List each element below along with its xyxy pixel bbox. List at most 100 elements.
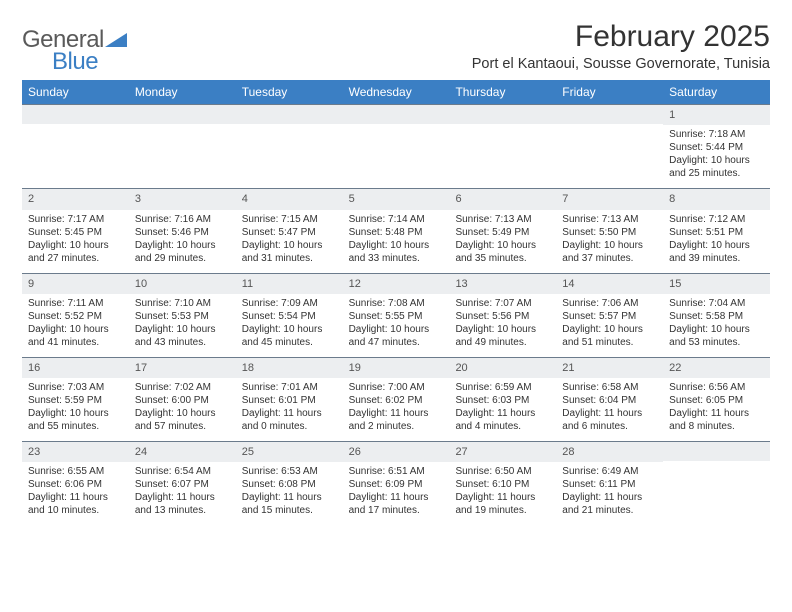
sunset-text: Sunset: 6:10 PM — [455, 478, 550, 491]
day-cell: 16Sunrise: 7:03 AMSunset: 5:59 PMDayligh… — [22, 358, 129, 441]
daylight-text: Daylight: 11 hours and 19 minutes. — [455, 491, 550, 517]
day-number: 13 — [449, 274, 556, 294]
day-cell: 25Sunrise: 6:53 AMSunset: 6:08 PMDayligh… — [236, 442, 343, 525]
day-details: Sunrise: 7:16 AMSunset: 5:46 PMDaylight:… — [129, 210, 236, 273]
sunset-text: Sunset: 5:56 PM — [455, 310, 550, 323]
sunset-text: Sunset: 5:51 PM — [669, 226, 764, 239]
week-row: 9Sunrise: 7:11 AMSunset: 5:52 PMDaylight… — [22, 273, 770, 357]
week-row: 23Sunrise: 6:55 AMSunset: 6:06 PMDayligh… — [22, 441, 770, 525]
day-cell: 15Sunrise: 7:04 AMSunset: 5:58 PMDayligh… — [663, 274, 770, 357]
day-cell: 7Sunrise: 7:13 AMSunset: 5:50 PMDaylight… — [556, 189, 663, 272]
sunrise-text: Sunrise: 7:18 AM — [669, 128, 764, 141]
location-subtitle: Port el Kantaoui, Sousse Governorate, Tu… — [472, 56, 770, 72]
empty-day-cell — [236, 105, 343, 188]
month-title: February 2025 — [472, 20, 770, 54]
sunset-text: Sunset: 5:49 PM — [455, 226, 550, 239]
week-row: 16Sunrise: 7:03 AMSunset: 5:59 PMDayligh… — [22, 357, 770, 441]
day-number: 18 — [236, 358, 343, 378]
sunrise-text: Sunrise: 7:11 AM — [28, 297, 123, 310]
day-details: Sunrise: 7:13 AMSunset: 5:50 PMDaylight:… — [556, 210, 663, 273]
day-cell: 23Sunrise: 6:55 AMSunset: 6:06 PMDayligh… — [22, 442, 129, 525]
day-cell: 27Sunrise: 6:50 AMSunset: 6:10 PMDayligh… — [449, 442, 556, 525]
sunrise-text: Sunrise: 6:56 AM — [669, 381, 764, 394]
title-block: February 2025 Port el Kantaoui, Sousse G… — [472, 20, 770, 78]
day-details: Sunrise: 7:01 AMSunset: 6:01 PMDaylight:… — [236, 378, 343, 441]
sunrise-text: Sunrise: 7:13 AM — [562, 213, 657, 226]
sunrise-text: Sunrise: 7:06 AM — [562, 297, 657, 310]
day-number-empty — [22, 105, 129, 124]
day-number-empty — [556, 105, 663, 124]
day-cell: 13 Sunrise: 7:07 AMSunset: 5:56 PMDayligh… — [449, 274, 556, 357]
day-details: Sunrise: 6:54 AMSunset: 6:07 PMDaylight:… — [129, 462, 236, 525]
day-cell: 4Sunrise: 7:15 AMSunset: 5:47 PMDaylight… — [236, 189, 343, 272]
daylight-text: Daylight: 11 hours and 10 minutes. — [28, 491, 123, 517]
weeks-container: 1Sunrise: 7:18 AMSunset: 5:44 PMDaylight… — [22, 104, 770, 525]
header: General Blue February 2025 Port el Kanta… — [22, 20, 770, 78]
weekday-header: Saturday — [663, 80, 770, 104]
sunrise-text: Sunrise: 6:49 AM — [562, 465, 657, 478]
day-number: 5 — [343, 189, 450, 209]
sunrise-text: Sunrise: 7:00 AM — [349, 381, 444, 394]
sunrise-text: Sunrise: 7:10 AM — [135, 297, 230, 310]
day-number: 25 — [236, 442, 343, 462]
day-number: 2 — [22, 189, 129, 209]
weekday-header: Friday — [556, 80, 663, 104]
daylight-text: Daylight: 10 hours and 25 minutes. — [669, 154, 764, 180]
day-details: Sunrise: 6:56 AMSunset: 6:05 PMDaylight:… — [663, 378, 770, 441]
daylight-text: Daylight: 10 hours and 49 minutes. — [455, 323, 550, 349]
sunrise-text: Sunrise: 7:17 AM — [28, 213, 123, 226]
day-number: 8 — [663, 189, 770, 209]
day-cell: 17Sunrise: 7:02 AMSunset: 6:00 PMDayligh… — [129, 358, 236, 441]
day-number: 23 — [22, 442, 129, 462]
weekday-header: Tuesday — [236, 80, 343, 104]
day-number: 10 — [129, 274, 236, 294]
sunrise-text: Sunrise: 7:16 AM — [135, 213, 230, 226]
day-number: 6 — [449, 189, 556, 209]
day-details: Sunrise: 7:13 AMSunset: 5:49 PMDaylight:… — [449, 210, 556, 273]
sunrise-text: Sunrise: 7:02 AM — [135, 381, 230, 394]
sunrise-text: Sunrise: 7:04 AM — [669, 297, 764, 310]
day-number: 1 — [663, 105, 770, 125]
day-details: Sunrise: 6:59 AMSunset: 6:03 PMDaylight:… — [449, 378, 556, 441]
sunrise-text: Sunrise: 6:53 AM — [242, 465, 337, 478]
daylight-text: Daylight: 11 hours and 21 minutes. — [562, 491, 657, 517]
sunset-text: Sunset: 5:44 PM — [669, 141, 764, 154]
day-cell: 12Sunrise: 7:08 AMSunset: 5:55 PMDayligh… — [343, 274, 450, 357]
day-number: 17 — [129, 358, 236, 378]
sunrise-text: Sunrise: 7:07 AM — [455, 297, 550, 310]
daylight-text: Daylight: 10 hours and 41 minutes. — [28, 323, 123, 349]
weekday-header: Sunday — [22, 80, 129, 104]
day-details: Sunrise: 7:11 AMSunset: 5:52 PMDaylight:… — [22, 294, 129, 357]
day-details: Sunrise: 7:14 AMSunset: 5:48 PMDaylight:… — [343, 210, 450, 273]
daylight-text: Daylight: 10 hours and 45 minutes. — [242, 323, 337, 349]
day-details: Sunrise: 7:08 AMSunset: 5:55 PMDaylight:… — [343, 294, 450, 357]
day-number: 26 — [343, 442, 450, 462]
brand-triangle-icon — [105, 29, 127, 52]
day-details: Sunrise: 7:00 AMSunset: 6:02 PMDaylight:… — [343, 378, 450, 441]
day-cell: 1 Sunrise: 7:18 AMSunset: 5:44 PMDaylight… — [663, 105, 770, 188]
day-number: 20 — [449, 358, 556, 378]
weekday-header-row: SundayMondayTuesdayWednesdayThursdayFrid… — [22, 80, 770, 104]
day-cell: 20Sunrise: 6:59 AMSunset: 6:03 PMDayligh… — [449, 358, 556, 441]
weekday-header: Monday — [129, 80, 236, 104]
calendar-grid: SundayMondayTuesdayWednesdayThursdayFrid… — [22, 80, 770, 525]
day-cell: 6Sunrise: 7:13 AMSunset: 5:49 PMDaylight… — [449, 189, 556, 272]
day-number: 21 — [556, 358, 663, 378]
daylight-text: Daylight: 10 hours and 35 minutes. — [455, 239, 550, 265]
daylight-text: Daylight: 10 hours and 31 minutes. — [242, 239, 337, 265]
sunset-text: Sunset: 6:04 PM — [562, 394, 657, 407]
day-number: 28 — [556, 442, 663, 462]
day-cell: 3Sunrise: 7:16 AMSunset: 5:46 PMDaylight… — [129, 189, 236, 272]
daylight-text: Daylight: 11 hours and 8 minutes. — [669, 407, 764, 433]
daylight-text: Daylight: 10 hours and 55 minutes. — [28, 407, 123, 433]
empty-day-cell — [22, 105, 129, 188]
sunset-text: Sunset: 5:57 PM — [562, 310, 657, 323]
sunset-text: Sunset: 6:00 PM — [135, 394, 230, 407]
day-number: 19 — [343, 358, 450, 378]
weekday-header: Wednesday — [343, 80, 450, 104]
daylight-text: Daylight: 11 hours and 0 minutes. — [242, 407, 337, 433]
day-number-empty — [663, 442, 770, 461]
week-row: 1 Sunrise: 7:18 AMSunset: 5:44 PMDaylight… — [22, 104, 770, 188]
empty-day-cell — [556, 105, 663, 188]
sunset-text: Sunset: 6:07 PM — [135, 478, 230, 491]
